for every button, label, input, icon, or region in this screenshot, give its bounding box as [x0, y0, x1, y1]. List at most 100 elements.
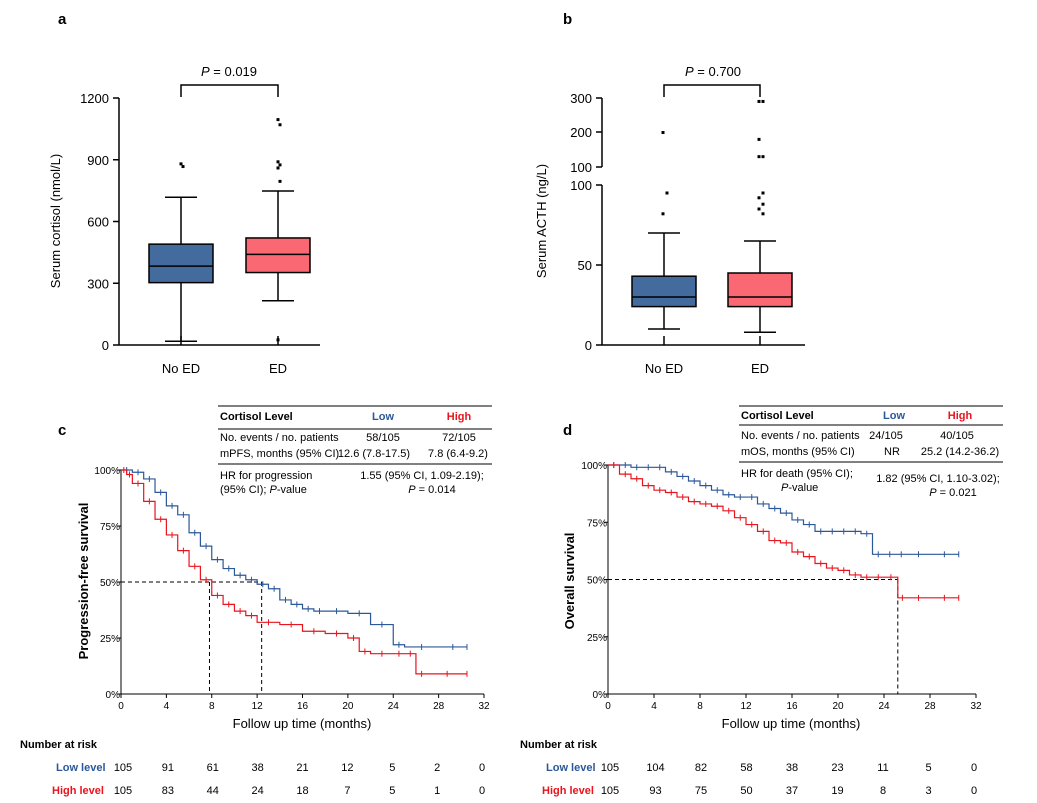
outlier-a-1-3 [278, 163, 282, 167]
risk-low-c-2: 61 [207, 762, 219, 774]
significance-bracket-b [663, 84, 761, 97]
category-label-b-0: No ED [645, 361, 683, 376]
risk-high-d-7: 3 [925, 785, 931, 797]
risk-low-c-6: 5 [389, 762, 395, 774]
x-tick-label-c-3: 12 [252, 701, 264, 712]
outlier-b-1-3 [761, 155, 765, 159]
hr-label-d-3: -value [788, 482, 818, 494]
hr-value-d-2: P = 0.021 [929, 487, 976, 499]
p-text-a: = 0.019 [210, 64, 257, 79]
outlier-b-1-9 [761, 212, 765, 216]
y-tick-label-a-4: 1200 [80, 91, 109, 106]
x-tick-label-d-4: 16 [786, 701, 798, 712]
risk-low-c-1: 91 [162, 762, 174, 774]
risk-low-d-5: 23 [831, 762, 843, 774]
outlier-b-1-4 [757, 155, 761, 159]
y-tick-label-a-1: 300 [87, 276, 109, 291]
x-tick-label-c-2: 8 [209, 701, 215, 712]
risk-high-label-c: High level [52, 785, 104, 797]
hr-label-c-p: P [270, 484, 278, 496]
category-label-b-1: ED [751, 361, 769, 376]
table-cell-c-r0-2: 72/105 [442, 432, 476, 444]
hr-label-c-2: (95% CI); P-value [220, 484, 307, 496]
boxplot-panel-a: Serum cortisol (nmol/L) No ED ED P = 0.0… [48, 64, 320, 376]
x-tick-label-c-6: 24 [388, 701, 400, 712]
ylabel-d: Overall survival [562, 533, 577, 630]
hr-value-d-p: P [929, 487, 937, 499]
risk-high-c-8: 0 [479, 785, 485, 797]
panel-letter-b: b [563, 11, 572, 28]
risk-low-d-1: 104 [646, 762, 664, 774]
km-curve-c-high [121, 469, 467, 675]
outlier-b-0-1 [665, 191, 669, 195]
xlabel-c: Follow up time (months) [233, 716, 372, 731]
box-a-1 [245, 237, 311, 274]
ylabel-c: Progression-free survival [76, 503, 91, 660]
x-tick-label-c-0: 0 [118, 701, 124, 712]
x-tick-label-c-1: 4 [164, 701, 170, 712]
risk-high-c-7: 1 [434, 785, 440, 797]
box-b-0 [631, 275, 697, 308]
risk-low-d-6: 11 [877, 762, 888, 774]
outlier-b-1-0 [757, 99, 761, 103]
p-value-b: P = 0.700 [685, 64, 741, 79]
risk-high-d-3: 50 [740, 785, 752, 797]
ylabel-a: Serum cortisol (nmol/L) [48, 154, 63, 288]
risk-low-c-8: 0 [479, 762, 485, 774]
outlier-a-1-0 [276, 118, 280, 122]
x-tick-label-d-1: 4 [651, 701, 657, 712]
xlabel-d: Follow up time (months) [722, 716, 861, 731]
table-cell-c-r1-0: mPFS, months (95% CI) [220, 448, 339, 460]
outlier-b-1-7 [761, 202, 765, 206]
y-tick-label-a-2: 600 [87, 215, 109, 230]
risk-high-c-3: 24 [252, 785, 264, 797]
x-tick-label-d-8: 32 [970, 701, 982, 712]
risk-low-c-0: 105 [114, 762, 132, 774]
table-header-c-1: Low [372, 411, 394, 423]
outlier-a-1-5 [278, 179, 282, 183]
x-tick-label-d-6: 24 [878, 701, 890, 712]
y-tick-label-c-4: 100% [94, 466, 120, 477]
risk-high-label-d: High level [542, 785, 594, 797]
table-header-c-2: High [447, 411, 472, 423]
y-tick-label-c-2: 50% [100, 578, 120, 589]
ylabel-b: Serum ACTH (ng/L) [534, 164, 549, 278]
box-a-0 [148, 243, 214, 284]
risk-low-d-8: 0 [971, 762, 977, 774]
outlier-b-1-1 [761, 99, 765, 103]
x-tick-label-c-8: 32 [478, 701, 490, 712]
category-label-a-0: No ED [162, 361, 200, 376]
p-text-b: = 0.700 [694, 64, 741, 79]
panel-letter-c: c [58, 422, 66, 439]
outlier-b-0-2 [661, 212, 665, 216]
outlier-b-1-2 [757, 137, 761, 141]
risk-high-c-4: 18 [296, 785, 308, 797]
outlier-a-1-1 [278, 123, 282, 127]
risk-low-c-5: 12 [341, 762, 353, 774]
table-cell-c-r1-2: 7.8 (6.4-9.2) [428, 448, 488, 460]
table-cell-d-r0-2: 40/105 [940, 430, 974, 442]
table-cell-d-r1-2: 25.2 (14.2-36.2) [921, 446, 999, 458]
hr-label-c-2a: (95% CI); [220, 484, 270, 496]
outlier-b-0-0 [661, 131, 665, 134]
boxplot-panel-b: Serum ACTH (ng/L) No ED ED P = 0.700 0 50… [534, 64, 805, 376]
risk-low-label-c: Low level [56, 762, 106, 774]
risk-low-d-2: 82 [695, 762, 707, 774]
outlier-a-1-6 [276, 338, 280, 342]
risk-high-d-6: 8 [880, 785, 886, 797]
table-header-c-0: Cortisol Level [220, 411, 293, 423]
km-panel-d: Overall survival Follow up time (months)… [520, 405, 1003, 797]
risk-high-c-2: 44 [207, 785, 219, 797]
hr-value-d-1: 1.82 (95% CI, 1.10-3.02); [876, 473, 1000, 485]
outlier-a-1-2 [276, 160, 280, 164]
significance-bracket-a [180, 84, 279, 97]
risk-high-c-5: 7 [344, 785, 350, 797]
hr-label-d-p: P [781, 482, 789, 494]
p-italic-b: P [685, 64, 694, 79]
hr-value-c-2: P = 0.014 [408, 484, 455, 496]
y-tick-label-c-0: 0% [106, 690, 121, 701]
risk-high-c-1: 83 [162, 785, 174, 797]
risk-title-c: Number at risk [20, 739, 98, 751]
hr-value-c-p: P [408, 484, 416, 496]
risk-high-d-8: 0 [971, 785, 977, 797]
